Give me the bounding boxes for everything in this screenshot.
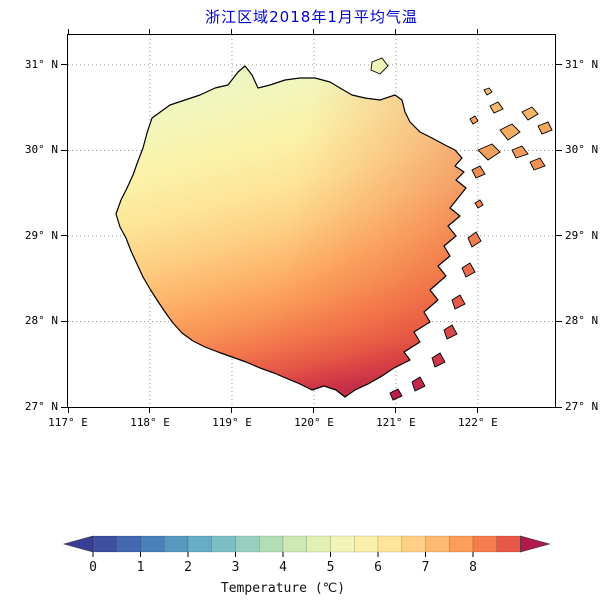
island xyxy=(471,165,486,179)
colorbar-segment xyxy=(211,535,236,553)
map-plot-area xyxy=(67,34,556,408)
colorbar-tick-label: 0 xyxy=(89,560,97,575)
axis-tick xyxy=(477,408,479,413)
island xyxy=(474,199,484,209)
lon-tick-label: 119° E xyxy=(212,416,252,429)
lon-tick-label: 117° E xyxy=(48,416,88,429)
axis-tick xyxy=(395,29,397,34)
lat-tick-label: 29° N xyxy=(24,228,58,242)
colorbar-segment xyxy=(235,535,260,553)
island xyxy=(411,376,426,392)
colorbar-tick-label: 8 xyxy=(469,560,477,575)
colorbar-segment xyxy=(164,535,189,553)
island xyxy=(443,324,458,340)
colorbar-segment xyxy=(306,535,331,553)
axis-tick xyxy=(556,149,562,151)
axis-tick xyxy=(61,320,67,322)
colorbar-tick-label: 3 xyxy=(232,560,240,575)
axis-tick xyxy=(395,408,397,413)
colorbar-segment xyxy=(354,535,379,553)
axis-tick xyxy=(61,406,67,408)
colorbar-segment xyxy=(449,535,474,553)
colorbar-segment xyxy=(401,535,426,553)
colorbar-tick-label: 2 xyxy=(184,560,192,575)
axis-tick xyxy=(67,408,69,413)
lat-tick-label: 30° N xyxy=(24,143,58,157)
colorbar-tick-label: 1 xyxy=(137,560,145,575)
island xyxy=(489,101,504,114)
axis-tick xyxy=(61,235,67,237)
chart-title: 浙江区域2018年1月平均气温 xyxy=(205,8,418,26)
island xyxy=(467,231,482,248)
colorbar-segment xyxy=(330,535,355,553)
colorbar-segment xyxy=(187,535,212,553)
lat-tick-label: 27° N xyxy=(24,400,58,413)
axis-tick xyxy=(149,29,151,34)
axis-tick xyxy=(477,29,479,34)
island xyxy=(537,121,553,135)
colorbar-segment xyxy=(496,535,521,553)
colorbar-segment xyxy=(140,535,165,553)
island xyxy=(389,388,403,401)
axis-tick xyxy=(231,408,233,413)
colorbar-segment xyxy=(259,535,284,553)
island xyxy=(461,262,476,278)
axis-tick xyxy=(556,406,562,408)
island xyxy=(477,143,501,161)
colorbar-tick-label: 7 xyxy=(422,560,430,575)
axis-tick xyxy=(61,149,67,151)
colorbar-segment xyxy=(116,535,141,553)
lat-tick-label: 31° N xyxy=(565,57,599,71)
colorbar-svg: 0 1 2 3 4 5 6 7 8 Temperature (℃) xyxy=(62,535,551,596)
colorbar-segment xyxy=(282,535,307,553)
colorbar-tick-label: 5 xyxy=(327,560,335,575)
zhejiang-map xyxy=(68,35,555,407)
axis-tick xyxy=(556,235,562,237)
lat-tick-label: 31° N xyxy=(24,57,58,71)
axis-tick xyxy=(67,29,69,34)
axis-tick xyxy=(313,408,315,413)
lon-tick-label: 121° E xyxy=(376,416,416,429)
axis-tick xyxy=(313,29,315,34)
island xyxy=(499,123,521,141)
island xyxy=(431,352,446,368)
island xyxy=(511,145,529,159)
island xyxy=(469,115,479,125)
island xyxy=(529,157,546,171)
colorbar-axis-label: Temperature (℃) xyxy=(221,581,345,596)
lat-tick-label: 27° N xyxy=(565,400,599,413)
colorbar-over-arrow xyxy=(520,535,551,553)
lat-tick-label: 29° N xyxy=(565,228,599,242)
colorbar-segment xyxy=(377,535,402,553)
island xyxy=(483,87,493,96)
zhejiang-mainland-outline xyxy=(115,65,467,398)
colorbar-segment xyxy=(92,535,117,553)
lon-tick-label: 120° E xyxy=(294,416,334,429)
island xyxy=(521,106,539,121)
colorbar-segment xyxy=(472,535,497,553)
axis-tick xyxy=(149,408,151,413)
colorbar-tick-label: 6 xyxy=(374,560,382,575)
island xyxy=(451,294,466,310)
colorbar-tick-label: 4 xyxy=(279,560,287,575)
lon-tick-label: 118° E xyxy=(130,416,170,429)
axis-tick xyxy=(556,320,562,322)
lat-tick-label: 30° N xyxy=(565,143,599,157)
lat-tick-label: 28° N xyxy=(24,314,58,328)
lat-tick-label: 28° N xyxy=(565,314,599,328)
axis-tick xyxy=(556,64,562,66)
colorbar-under-arrow xyxy=(62,535,94,553)
axis-tick xyxy=(231,29,233,34)
colorbar-segment xyxy=(425,535,450,553)
colorbar: 0 1 2 3 4 5 6 7 8 Temperature (℃) xyxy=(0,528,610,600)
lon-tick-label: 122° E xyxy=(458,416,498,429)
axis-tick xyxy=(61,64,67,66)
island xyxy=(370,57,389,75)
